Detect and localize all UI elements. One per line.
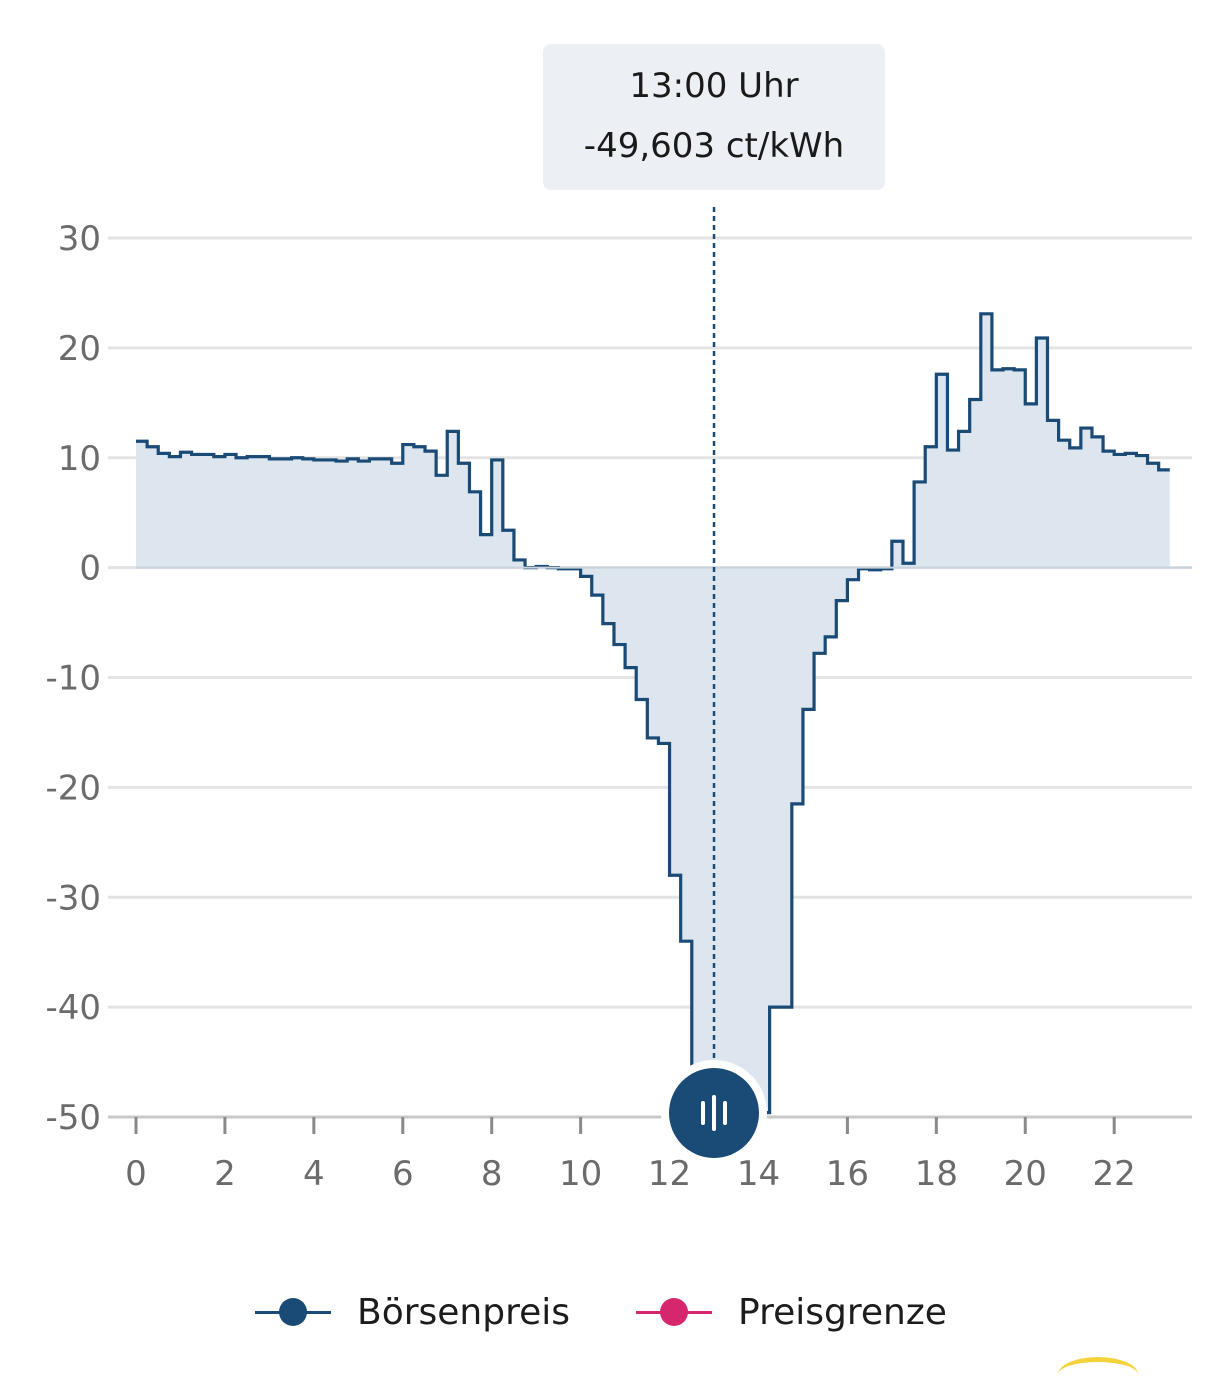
legend-item-preisgrenze[interactable]: Preisgrenze	[636, 1282, 947, 1342]
y-axis-tick-labels: 30 20 10 0 -10 -20 -30 -40 -50	[45, 219, 101, 1138]
y-tick-label: 0	[79, 549, 101, 589]
x-tick-label: 0	[125, 1154, 147, 1194]
y-tick-label: 30	[58, 219, 101, 259]
legend-label: Preisgrenze	[738, 1291, 947, 1333]
time-scrubber-handle[interactable]	[669, 1068, 759, 1158]
x-tick-label: 14	[737, 1154, 780, 1194]
legend-label: Börsenpreis	[357, 1291, 571, 1333]
price-tooltip: 13:00 Uhr -49,603 ct/kWh	[543, 44, 885, 190]
x-tick-label: 16	[826, 1154, 869, 1194]
x-tick-label: 8	[481, 1154, 503, 1194]
x-tick-label: 2	[214, 1154, 236, 1194]
legend: Börsenpreis Preisgrenze	[0, 1282, 1220, 1342]
x-axis	[134, 1117, 1116, 1134]
x-tick-label: 22	[1093, 1154, 1136, 1194]
y-tick-label: -20	[45, 768, 101, 808]
y-tick-label: -30	[45, 878, 101, 918]
legend-item-boersenpreis[interactable]: Börsenpreis	[255, 1282, 570, 1342]
series-area	[136, 312, 1192, 1115]
legend-marker-preisgrenze	[636, 1297, 712, 1327]
series-line	[136, 312, 1170, 1115]
x-tick-label: 10	[559, 1154, 602, 1194]
y-tick-label: -40	[45, 988, 101, 1028]
x-tick-label: 12	[648, 1154, 691, 1194]
y-tick-label: -10	[45, 659, 101, 699]
sun-icon	[1058, 1357, 1138, 1392]
y-tick-label: 10	[58, 439, 101, 479]
x-tick-label: 6	[392, 1154, 414, 1194]
x-axis-tick-labels: 0 2 4 6 8 10 12 14 16 18 20 22	[125, 1154, 1136, 1194]
y-tick-label: 20	[58, 329, 101, 369]
x-tick-label: 20	[1004, 1154, 1047, 1194]
series-fill	[136, 313, 1170, 1113]
x-tick-label: 4	[303, 1154, 325, 1194]
x-tick-label: 18	[915, 1154, 958, 1194]
tooltip-value: -49,603 ct/kWh	[583, 126, 845, 166]
legend-marker-boersenpreis	[255, 1297, 331, 1327]
y-tick-label: -50	[45, 1098, 101, 1138]
tooltip-time: 13:00 Uhr	[629, 66, 799, 106]
